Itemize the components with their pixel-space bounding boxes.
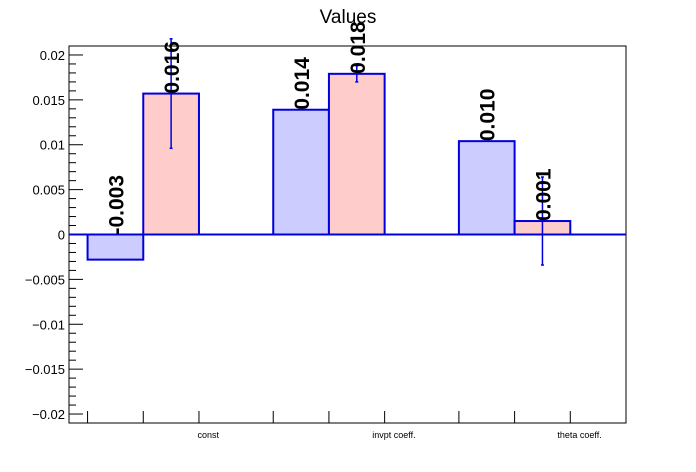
x-axis: const invpt coeff. theta coeff. — [87, 411, 602, 440]
bar — [86, 233, 145, 261]
value-label: 0.018 — [347, 21, 370, 74]
x-tick-label: invpt coeff. — [372, 430, 415, 440]
error-bars — [169, 38, 544, 266]
value-label: 0.001 — [532, 168, 555, 221]
y-tick-label: 0.02 — [40, 48, 65, 63]
y-tick-label: −0.01 — [32, 317, 65, 332]
x-tick-label: theta coeff. — [557, 430, 601, 440]
bar — [457, 140, 516, 236]
chart-title: Values — [320, 7, 377, 28]
y-tick-label: 0.01 — [40, 138, 65, 153]
value-labels: -0.003 0.014 0.010 0.016 0.018 0.001 — [105, 21, 555, 235]
value-label: 0.014 — [291, 57, 314, 110]
y-tick-label: −0.02 — [32, 407, 65, 422]
value-label: 0.016 — [161, 41, 184, 94]
x-tick-label: const — [197, 430, 219, 440]
y-tick-label: 0.005 — [32, 183, 65, 198]
y-tick-label: −0.005 — [25, 272, 65, 287]
bar — [327, 72, 386, 236]
y-tick-label: −0.015 — [25, 362, 65, 377]
y-tick-label: 0 — [58, 228, 65, 243]
bar — [272, 108, 330, 236]
y-tick-label: 0.015 — [32, 93, 65, 108]
value-label: -0.003 — [105, 175, 128, 235]
bars — [86, 72, 572, 261]
y-axis: −0.02 −0.015 −0.01 −0.005 0 0.005 0.01 0.015 0.0… — [25, 45, 83, 424]
value-label: 0.010 — [477, 89, 500, 142]
